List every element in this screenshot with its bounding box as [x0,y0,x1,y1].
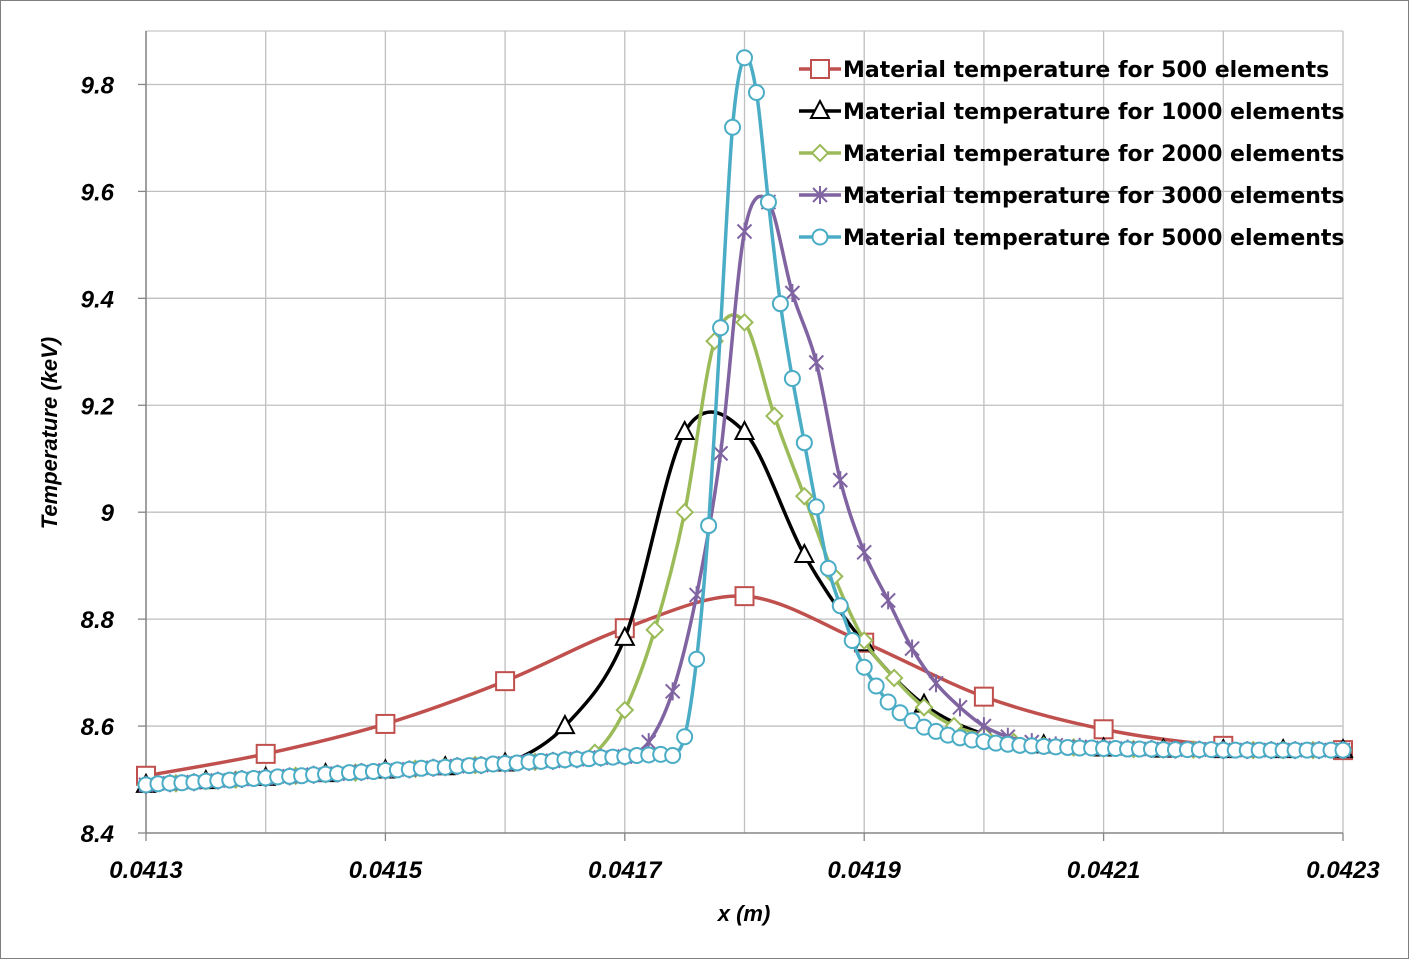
data-point [645,620,665,640]
data-point [688,650,706,668]
data-point [867,677,885,695]
legend-marker [810,59,830,79]
data-point [712,444,729,463]
data-point [928,674,944,693]
data-point [615,700,635,720]
data-point [855,658,873,676]
data-point [793,542,816,563]
data-point [784,283,801,302]
legend-marker [812,186,828,204]
data-point [880,591,896,610]
data-point [856,543,872,562]
series-5 [137,49,1352,794]
data-point [676,728,694,746]
legend-item: Material temperature for 1000 elements [799,98,1345,125]
y-axis-title: Temperature (keV) [37,337,62,529]
data-point [879,693,897,711]
data-point [675,502,695,522]
data-point [673,419,696,440]
legend-marker [811,228,829,246]
legend-marker [810,143,830,163]
data-point [914,697,934,717]
x-tick-label: 0.0421 [1067,857,1140,884]
data-point [832,471,848,490]
data-point [771,295,789,313]
data-point [807,498,825,516]
data-point [843,632,861,650]
data-point [1093,719,1114,740]
y-tick-label: 8.4 [81,821,114,848]
y-tick-label: 9.4 [81,286,114,313]
data-point [765,406,784,426]
data-point [736,222,753,241]
x-axis-title: x (m) [717,901,771,926]
data-point [495,671,516,692]
legend-marker [809,98,831,119]
legend-item: Material temperature for 2000 elements [799,142,1345,167]
y-tick-label: 8.6 [81,714,115,741]
data-point [973,686,994,707]
data-point [724,118,742,136]
data-point [904,639,920,658]
data-point [808,353,825,372]
data-point [734,586,755,607]
data-point [747,83,765,101]
series-group [135,49,1354,795]
gridlines [145,30,1344,833]
data-point [759,193,777,211]
data-point [1334,741,1352,759]
y-tick-label: 9.6 [81,179,115,206]
legend-item: Material temperature for 500 elements [799,58,1329,83]
legend-label: Material temperature for 1000 elements [843,100,1345,125]
data-point [794,486,814,506]
data-point [819,559,837,577]
data-point [664,746,682,764]
data-point [712,319,730,337]
data-point [733,419,756,440]
data-point [375,713,396,734]
x-tick-label: 0.0423 [1306,857,1380,884]
legend-item: Material temperature for 3000 elements [799,184,1345,209]
data-point [735,312,754,332]
x-tick-label: 0.0419 [827,857,901,884]
x-tick-label: 0.0417 [588,857,663,884]
data-point [976,717,992,736]
data-point [664,682,681,701]
legend-label: Material temperature for 3000 elements [843,184,1345,209]
data-point [795,434,813,452]
data-point [891,704,909,722]
data-point [700,517,718,535]
y-tick-label: 9 [101,500,115,527]
legend-label: Material temperature for 5000 elements [843,226,1345,251]
legend-item: Material temperature for 5000 elements [799,226,1345,251]
y-tick-label: 9.2 [81,393,115,420]
data-point [783,370,801,388]
data-point [884,668,904,688]
axes: 0.0413 0.0415 0.0417 0.0419 0.0421 0.0423 8.4 8… [81,31,1380,884]
x-tick-label: 0.0413 [109,857,183,884]
legend-label: Material temperature for 500 elements [843,58,1329,83]
data-point [831,597,849,615]
legend: Material temperature for 500 elements Mat… [799,58,1345,251]
data-point [255,743,276,764]
x-tick-label: 0.0415 [349,857,423,884]
y-tick-label: 9.8 [81,72,115,99]
data-point [614,625,636,646]
data-point [952,698,968,717]
data-point [554,713,576,735]
y-tick-label: 8.8 [81,607,115,634]
legend-label: Material temperature for 2000 elements [843,142,1345,167]
data-point [736,49,753,67]
